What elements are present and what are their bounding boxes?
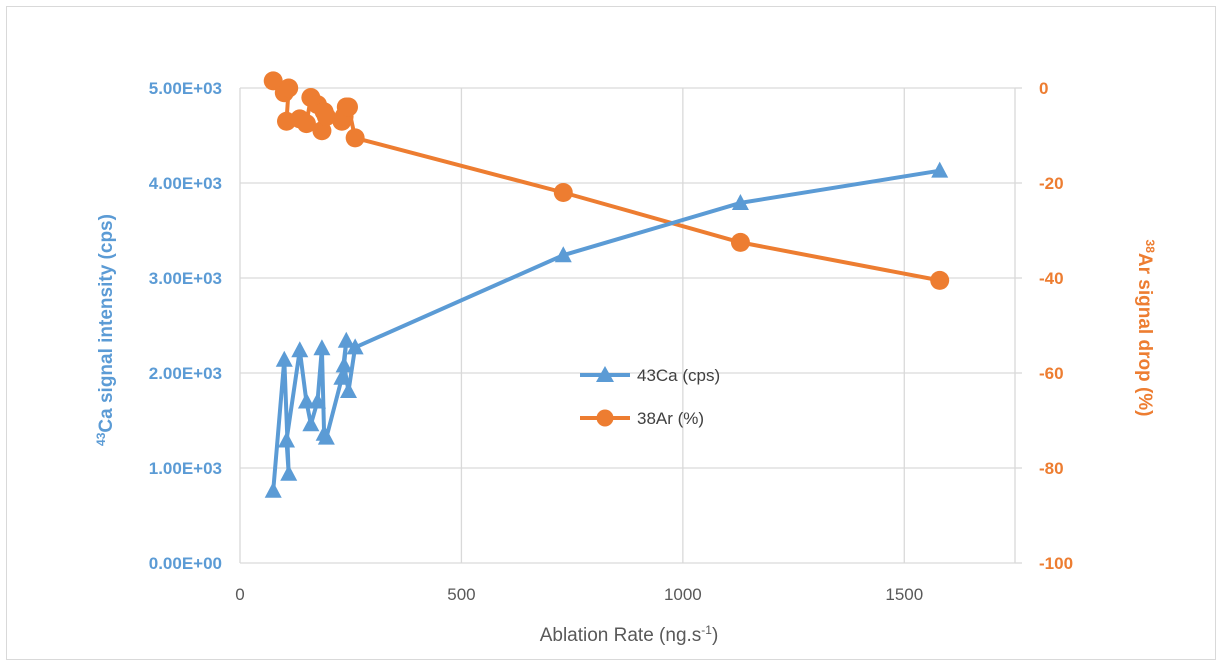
y-right-tick-label: -100 (1039, 554, 1073, 573)
ca-triangle-marker (309, 392, 326, 409)
ar-circle-marker (263, 71, 283, 91)
chart-area (6, 6, 1216, 660)
ca-triangle-marker (313, 339, 331, 356)
ca-triangle-marker (264, 481, 282, 498)
ca-triangle-marker (346, 338, 364, 355)
legend-item-ar: 38Ar (%) (580, 409, 704, 428)
ca-triangle-marker (317, 428, 335, 445)
ca-triangle-marker (333, 368, 351, 385)
series-line-ar (271, 79, 941, 283)
legend-label-ca: 43Ca (cps) (637, 366, 720, 385)
y-left-tick-label: 4.00E+03 (149, 174, 222, 193)
y-right-tick-label: -20 (1039, 174, 1064, 193)
x-tick-label: 500 (447, 585, 475, 604)
ca-triangle-marker (554, 246, 572, 263)
x-tick-label: 1500 (885, 585, 923, 604)
y-right-tick-label: -80 (1039, 459, 1064, 478)
ca-triangle-marker (302, 415, 320, 432)
ca-triangle-marker (731, 193, 749, 210)
y-axis-left-title: 43Ca signal intensity (cps) (94, 214, 117, 446)
y-right-tick-label: 0 (1039, 79, 1048, 98)
ca-triangle-marker (340, 382, 357, 399)
ca-triangle-marker (931, 161, 949, 178)
y-right-tick-label: -60 (1039, 364, 1064, 383)
ar-circle-marker (553, 183, 573, 202)
series-layer (263, 71, 950, 498)
ar-circle-marker (345, 128, 365, 148)
legend-ca-marker (596, 366, 614, 382)
ca-triangle-marker (278, 431, 295, 448)
ar-circle-marker (279, 78, 299, 98)
ca-triangle-marker (297, 392, 315, 409)
legend-item-ca: 43Ca (cps) (580, 366, 720, 385)
ar-circle-marker (296, 114, 316, 134)
ar-circle-marker (730, 232, 750, 252)
gridlines (239, 87, 1022, 564)
y-right-tick-label: -40 (1039, 269, 1064, 288)
y-left-tick-label: 3.00E+03 (149, 269, 222, 288)
x-tick-label: 1000 (664, 585, 702, 604)
ar-circle-marker (930, 270, 950, 290)
ca-triangle-marker (337, 331, 355, 348)
y-left-tick-label: 2.00E+03 (149, 364, 222, 383)
x-axis-title: Ablation Rate (ng.s-1) (540, 623, 719, 646)
legend-label-ar: 38Ar (%) (637, 409, 704, 428)
series-line-ca (271, 168, 941, 491)
tick-labels: 0.00E+00 1.00E+03 2.00E+03 3.00E+03 4.00E+03… (149, 79, 1073, 604)
ca-triangle-marker (291, 341, 309, 358)
y-left-tick-label: 1.00E+03 (149, 459, 222, 478)
ca-triangle-marker (335, 356, 353, 373)
y-left-tick-label: 5.00E+03 (149, 79, 222, 98)
ar-circle-marker (312, 121, 332, 141)
ca-triangle-marker (275, 350, 293, 367)
y-axis-right-title: 38Ar signal drop (%) (1134, 240, 1157, 417)
ar-circle-marker (316, 107, 336, 126)
x-tick-label: 0 (235, 585, 244, 604)
legend-ar-marker (596, 409, 614, 427)
legend: 43Ca (cps) 38Ar (%) (580, 366, 720, 428)
ar-circle-marker (339, 97, 358, 117)
y-left-tick-label: 0.00E+00 (149, 554, 222, 573)
ca-triangle-marker (280, 464, 298, 481)
